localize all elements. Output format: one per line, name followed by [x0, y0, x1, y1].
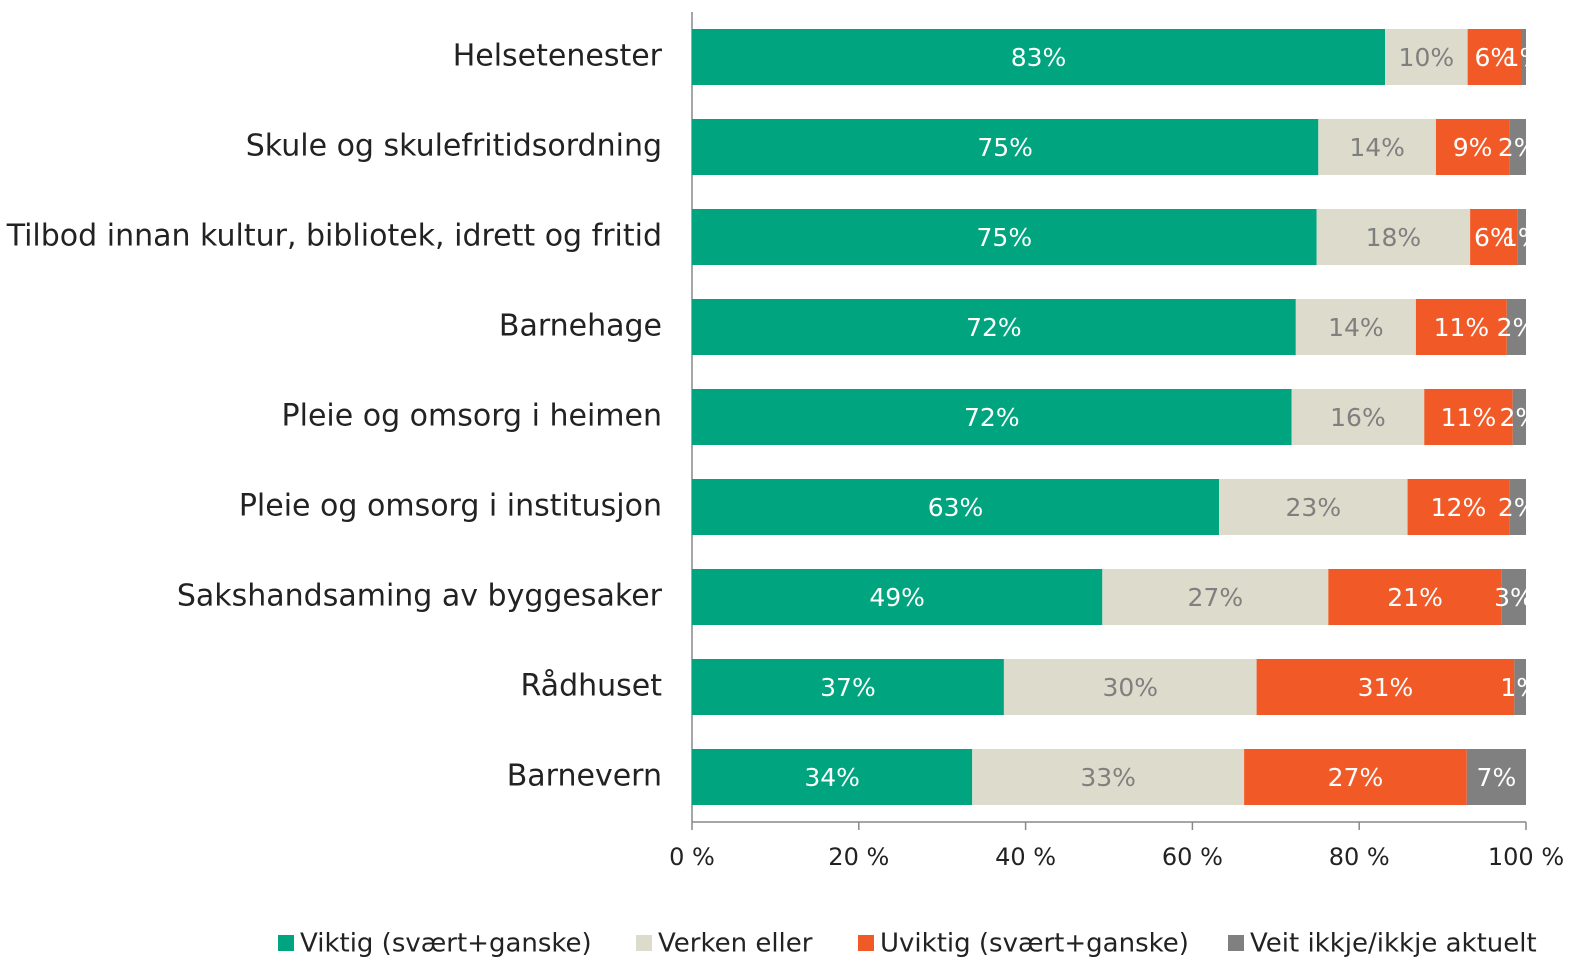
data-label: 31%: [1358, 673, 1414, 702]
data-label: 63%: [928, 493, 984, 522]
bar-segment: [1424, 389, 1513, 445]
data-label: 6%: [1474, 223, 1514, 252]
bar-segment: [1102, 569, 1329, 625]
data-label: 72%: [964, 403, 1020, 432]
bar-segment: [1435, 119, 1510, 175]
legend-swatch: [278, 935, 294, 951]
data-label: 1%: [1502, 223, 1542, 252]
data-label: 49%: [869, 583, 925, 612]
bar-segment: [692, 569, 1103, 625]
data-label: 2%: [1498, 493, 1538, 522]
category-label: Pleie og omsorg i institusjon: [239, 489, 662, 524]
data-label: 2%: [1498, 133, 1538, 162]
data-label: 27%: [1188, 583, 1244, 612]
bar-segment: [1415, 299, 1507, 355]
data-label: 75%: [977, 133, 1033, 162]
bar-segment: [1316, 209, 1471, 265]
data-label: 18%: [1366, 223, 1422, 252]
bar-segment: [1501, 569, 1526, 625]
bar-segment: [692, 479, 1220, 535]
bar-segment: [1470, 209, 1518, 265]
bar-segment: [1509, 479, 1526, 535]
x-tick-label: 20 %: [828, 843, 889, 871]
data-label: 1%: [1504, 43, 1544, 72]
bar-segment: [1295, 299, 1416, 355]
bar-segment: [1291, 389, 1425, 445]
bar-segment: [1256, 659, 1515, 715]
data-label: 75%: [977, 223, 1033, 252]
bar-segment: [692, 119, 1319, 175]
bar-segment: [692, 749, 973, 805]
data-label: 72%: [966, 313, 1022, 342]
data-label: 34%: [804, 763, 860, 792]
bar-segment: [1003, 659, 1257, 715]
x-tick-label: 100 %: [1488, 843, 1564, 871]
data-label: 2%: [1497, 313, 1537, 342]
bar-segment: [972, 749, 1245, 805]
data-label: 1%: [1500, 673, 1540, 702]
legend-swatch: [1228, 935, 1244, 951]
x-tick-label: 40 %: [995, 843, 1056, 871]
x-tick-label: 0 %: [669, 843, 715, 871]
data-label: 10%: [1399, 43, 1455, 72]
data-label: 21%: [1387, 583, 1443, 612]
legend-label: Verken eller: [658, 929, 813, 959]
legend-swatch: [858, 935, 874, 951]
bar-segment: [692, 209, 1317, 265]
bar-segment: [692, 29, 1386, 85]
bar-segment: [1509, 119, 1526, 175]
category-label: Pleie og omsorg i heimen: [282, 399, 662, 434]
bar-segment: [1514, 659, 1526, 715]
data-label: 12%: [1431, 493, 1487, 522]
data-label: 7%: [1477, 763, 1517, 792]
legend-label: Viktig (svært+ganske): [300, 929, 592, 959]
legend-swatch: [636, 935, 652, 951]
bar-segment: [1506, 299, 1526, 355]
category-label: Helsetenester: [453, 39, 663, 74]
data-label: 14%: [1349, 133, 1405, 162]
bar-segment: [1467, 29, 1521, 85]
category-label: Tilbod innan kultur, bibliotek, idrett o…: [6, 219, 662, 254]
category-label: Skule og skulefritidsordning: [246, 129, 662, 164]
legend-label: Veit ikkje/ikkje aktuelt: [1250, 929, 1537, 959]
data-label: 14%: [1328, 313, 1384, 342]
category-label: Sakshandsaming av byggesaker: [177, 579, 663, 614]
bar-segment: [692, 299, 1296, 355]
category-label: Barnehage: [499, 309, 662, 344]
data-label: 6%: [1474, 43, 1514, 72]
legend-label: Uviktig (svært+ganske): [880, 929, 1189, 959]
bar-segment: [1520, 29, 1526, 85]
bar-segment: [1328, 569, 1502, 625]
data-label: 11%: [1441, 403, 1497, 432]
data-label: 3%: [1494, 583, 1534, 612]
bar-segment: [1407, 479, 1510, 535]
bar-segment: [1219, 479, 1408, 535]
category-label: Rådhuset: [521, 669, 663, 704]
bar-segment: [692, 389, 1292, 445]
bar-segment: [1466, 749, 1526, 805]
bar-segment: [1512, 389, 1526, 445]
data-label: 83%: [1011, 43, 1067, 72]
data-label: 27%: [1328, 763, 1384, 792]
data-label: 30%: [1102, 673, 1158, 702]
data-label: 16%: [1330, 403, 1386, 432]
bar-segment: [692, 659, 1004, 715]
category-label: Barnevern: [507, 759, 662, 794]
data-label: 2%: [1499, 403, 1539, 432]
bar-segment: [1244, 749, 1467, 805]
data-label: 9%: [1453, 133, 1493, 162]
data-label: 23%: [1286, 493, 1342, 522]
x-tick-label: 60 %: [1162, 843, 1223, 871]
bar-segment: [1517, 209, 1526, 265]
bar-segment: [1318, 119, 1436, 175]
x-tick-label: 80 %: [1329, 843, 1390, 871]
bar-segment: [1385, 29, 1468, 85]
data-label: 11%: [1434, 313, 1490, 342]
data-label: 33%: [1080, 763, 1136, 792]
data-label: 37%: [820, 673, 876, 702]
